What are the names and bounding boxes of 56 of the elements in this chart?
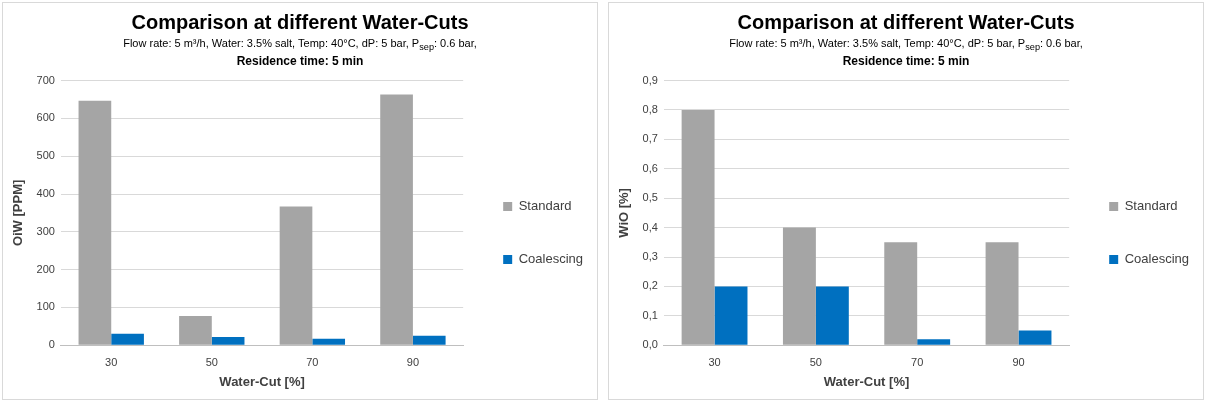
bar — [714, 286, 748, 345]
text: Residence time: 5 min — [235, 54, 365, 69]
x-tick-label: 90 — [1012, 356, 1025, 369]
x-axis-title: Water-Cut [%] — [823, 373, 910, 389]
text: Residence time: 5 min — [841, 54, 971, 69]
y-tick-label: 300 — [36, 225, 55, 238]
bar — [279, 206, 313, 345]
legend-label: Standard — [518, 198, 572, 214]
bar — [211, 337, 245, 345]
bar — [179, 316, 212, 345]
x-tick-label: 70 — [306, 356, 319, 369]
bar — [681, 110, 715, 345]
bar — [1018, 330, 1052, 345]
x-tick-label: 70 — [911, 356, 924, 369]
bar — [111, 334, 144, 345]
bar — [782, 227, 816, 345]
y-tick-label: 0,4 — [642, 220, 658, 233]
x-tick-label: 30 — [708, 356, 721, 369]
chart-title: Comparison at different Water-Cuts — [130, 11, 470, 34]
y-axis-title: OiW [PPM] — [10, 179, 26, 247]
y-tick-label: 0,5 — [642, 191, 658, 204]
bar — [815, 286, 849, 345]
bar — [312, 338, 346, 345]
bar — [884, 242, 918, 345]
y-tick-label: 100 — [36, 300, 55, 313]
y-tick-label: 0,9 — [642, 73, 658, 86]
bar — [412, 335, 446, 345]
x-tick-label: 50 — [809, 356, 822, 369]
y-axis-title: WiO [%] — [616, 188, 632, 238]
legend-label: Coalescing — [518, 251, 584, 267]
chart-subtitle: Flow rate: 5 m³/h, Water: 3.5% salt, Temp: 40°C, dP: 5 bar, P$_{sep}$: 0.6 bar, — [728, 37, 1084, 53]
bar — [917, 339, 951, 345]
y-tick-label: 0,1 — [642, 309, 658, 322]
y-tick-label: 0,7 — [642, 132, 658, 145]
chart-subtitle: Flow rate: 5 m³/h, Water: 3.5% salt, Temp: 40°C, dP: 5 bar, P$_{sep}$: 0.6 bar, — [122, 37, 478, 53]
y-tick-label: 0 — [48, 338, 55, 351]
x-axis-title: Water-Cut [%] — [219, 373, 305, 389]
bar — [985, 242, 1019, 345]
chart-title: Comparison at different Water-Cuts — [736, 11, 1076, 34]
y-tick-label: 200 — [36, 262, 55, 275]
y-tick-label: 700 — [36, 73, 55, 86]
bar — [380, 94, 413, 345]
y-tick-label: 600 — [36, 111, 55, 124]
y-tick-label: 0,2 — [642, 279, 658, 292]
y-tick-label: 500 — [36, 149, 55, 162]
x-tick-label: 90 — [406, 356, 420, 369]
x-tick-label: 50 — [205, 356, 218, 369]
y-tick-label: 0,6 — [642, 162, 658, 175]
y-tick-label: 400 — [36, 187, 55, 200]
x-tick-label: 30 — [105, 356, 118, 369]
bar — [78, 100, 112, 345]
y-tick-label: 0,3 — [642, 250, 658, 263]
legend-label: Standard — [1124, 198, 1178, 214]
legend-label: Coalescing — [1124, 251, 1190, 267]
y-tick-label: 0,8 — [642, 103, 658, 116]
y-tick-label: 0,0 — [642, 338, 658, 351]
